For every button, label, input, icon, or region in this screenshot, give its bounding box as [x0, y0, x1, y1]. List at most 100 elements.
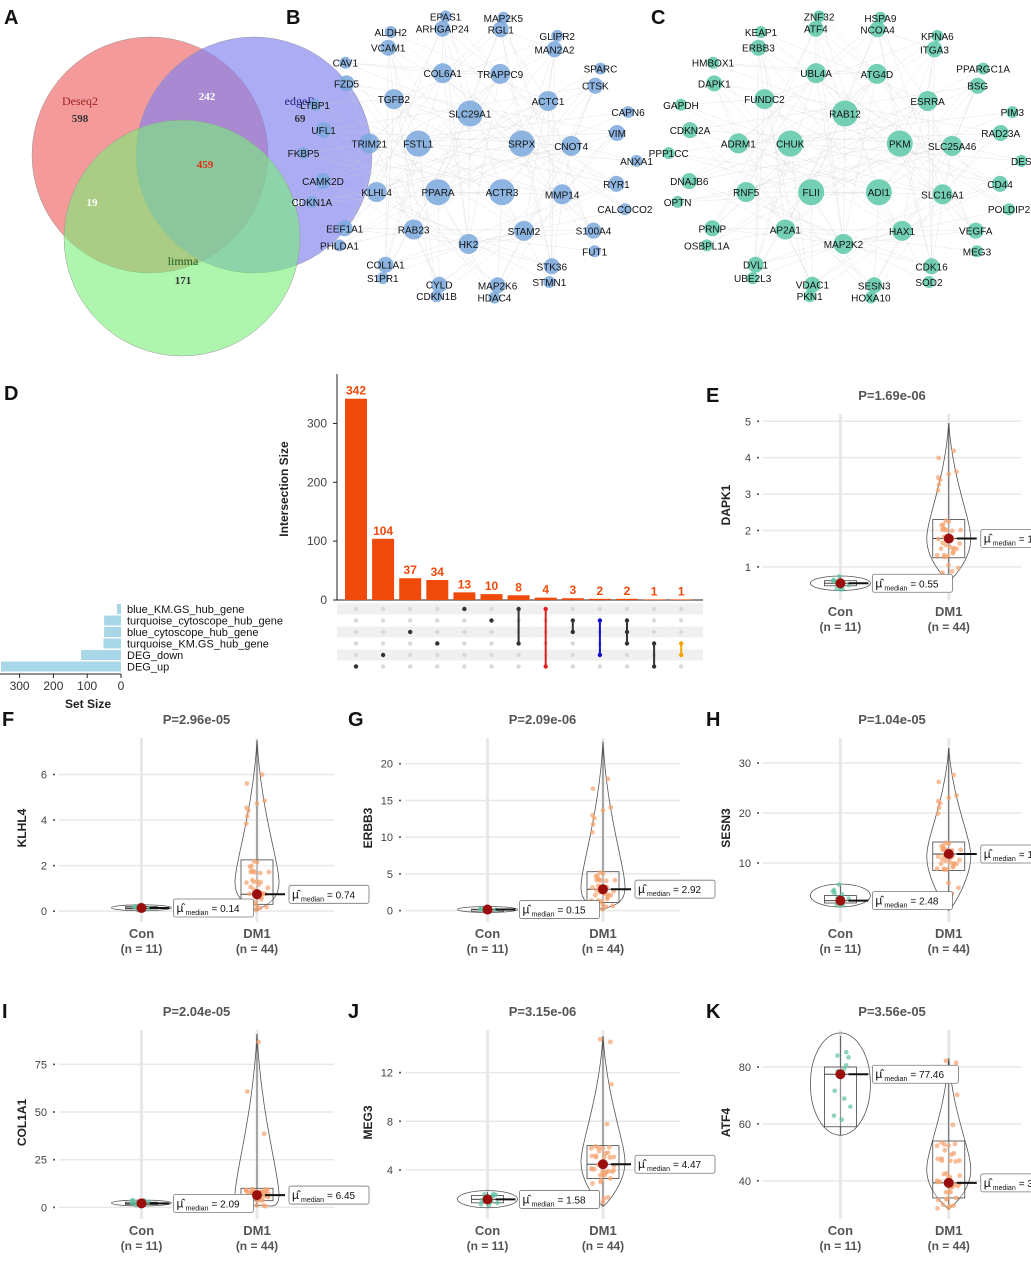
y-tick-label: 80	[739, 1062, 751, 1074]
upset-matrix-dot	[679, 629, 684, 635]
median-subscript: median	[993, 1185, 1016, 1192]
set-name-label: blue_KM.GS_hub_gene	[127, 604, 244, 616]
network-label-s1pr1: S1PR1	[367, 274, 399, 285]
upset-y-tick-label: 200	[307, 475, 327, 489]
network-edge	[877, 29, 935, 50]
median-symbol: µ̂	[875, 1067, 884, 1081]
y-tick-label: 5	[745, 416, 751, 428]
network-node-optn	[671, 195, 684, 208]
panel-label-K: K	[706, 1001, 721, 1023]
upset-matrix-dot	[435, 664, 440, 669]
x-n-label: (n = 11)	[467, 1239, 509, 1253]
data-point-dm1	[261, 1131, 267, 1137]
network-node-dvl1	[747, 256, 764, 273]
network-label-pkn1: PKN1	[797, 292, 824, 303]
stat-title-E: P=1.69e-06	[858, 388, 926, 403]
data-point-dm1	[935, 536, 941, 542]
network-edge	[323, 129, 503, 193]
network-edge	[844, 113, 1010, 210]
data-point-dm1	[607, 1155, 613, 1160]
network-label-stk36: STK36	[536, 262, 567, 273]
venn-count-deseq2-edger: 242	[199, 91, 216, 103]
upset-matrix-dot	[435, 606, 440, 612]
data-point-con	[842, 1066, 847, 1071]
network-label-itga3: ITGA3	[920, 45, 949, 56]
network-node-slc25a46	[942, 135, 963, 156]
network-edges-C	[668, 16, 1022, 298]
upset-matrix-dot	[380, 629, 386, 635]
data-point-dm1	[953, 1159, 959, 1164]
data-point-dm1	[947, 1203, 953, 1209]
network-edge	[344, 73, 443, 229]
upset-bar	[588, 598, 611, 600]
network-node-pkm	[886, 130, 913, 157]
data-point-dm1	[592, 892, 598, 898]
network-node-osbpl1a	[700, 239, 713, 252]
network-label-capn6: CAPN6	[611, 108, 645, 119]
network-edge	[689, 130, 747, 193]
data-point-dm1	[945, 866, 950, 872]
network-node-ppargc1a	[977, 62, 990, 75]
upset-bar-label: 4	[542, 583, 549, 597]
data-point-dm1	[946, 795, 952, 801]
median-value-label: = 39.30	[1019, 1179, 1031, 1190]
network-label-cav1: CAV1	[333, 59, 359, 70]
network-edge	[738, 143, 943, 195]
network-label-rab12: RAB12	[829, 110, 861, 121]
upset-matrix-dot	[489, 629, 494, 635]
data-point-dm1	[601, 1196, 607, 1201]
network-node-mmp14	[552, 184, 573, 205]
y-tick-mark	[53, 773, 55, 776]
upset-matrix-dot	[516, 652, 521, 658]
network-edge	[499, 73, 594, 231]
upset-matrix-dot	[597, 664, 603, 669]
median-label-box	[519, 1190, 600, 1209]
network-label-mmp14: MMP14	[545, 190, 580, 201]
network-node-hk2	[458, 233, 479, 254]
network-node-vim	[609, 124, 626, 141]
data-point-dm1	[605, 1150, 611, 1156]
network-label-eef1a1: EEF1A1	[326, 224, 364, 235]
network-label-vcam1: VCAM1	[371, 44, 406, 55]
network-edge	[345, 62, 469, 245]
y-tick-label: 10	[381, 832, 393, 844]
upset-matrix-dot	[462, 606, 467, 612]
network-label-actr3: ACTR3	[486, 188, 519, 199]
y-tick-label: 0	[41, 906, 47, 918]
upset-bar-label: 2	[597, 584, 604, 598]
network-node-arhgap24	[434, 20, 451, 37]
y-tick-mark	[53, 864, 55, 867]
upset-y-tick-label: 300	[307, 416, 327, 430]
y-tick-mark	[757, 565, 759, 568]
network-edge	[442, 28, 471, 114]
network-edge	[303, 143, 370, 154]
network-node-ppp1cc	[662, 147, 675, 160]
y-tick-mark	[399, 1120, 401, 1123]
upset-bar-label: 8	[515, 580, 522, 594]
network-edge	[712, 62, 817, 74]
network-label-osbpl1a: OSBPL1A	[684, 241, 730, 252]
box	[932, 1140, 966, 1199]
network-edge	[680, 104, 791, 144]
data-point-dm1	[946, 471, 952, 477]
network-node-hax1	[892, 220, 913, 241]
median-label-box	[980, 1173, 1031, 1193]
network-label-znf32: ZNF32	[804, 12, 835, 23]
x-group-label: DM1	[243, 926, 270, 941]
network-label-slc25a46: SLC25A46	[928, 142, 977, 153]
data-point-dm1	[949, 528, 955, 534]
median-subscript: median	[532, 912, 555, 919]
y-tick-mark	[399, 1168, 401, 1171]
network-edge	[712, 228, 976, 231]
network-node-gapdh	[674, 98, 687, 111]
data-point-dm1	[607, 1176, 613, 1181]
data-point-con	[836, 882, 842, 887]
network-label-rad23a: RAD23A	[981, 129, 1020, 140]
network-label-srpx: SRPX	[508, 140, 536, 151]
network-edge	[790, 143, 903, 232]
median-symbol: µ̂	[984, 1176, 993, 1190]
data-point-con	[846, 1055, 851, 1060]
x-group-label: DM1	[935, 926, 962, 941]
data-point-dm1	[949, 568, 955, 574]
y-tick-label: 40	[739, 1176, 751, 1188]
